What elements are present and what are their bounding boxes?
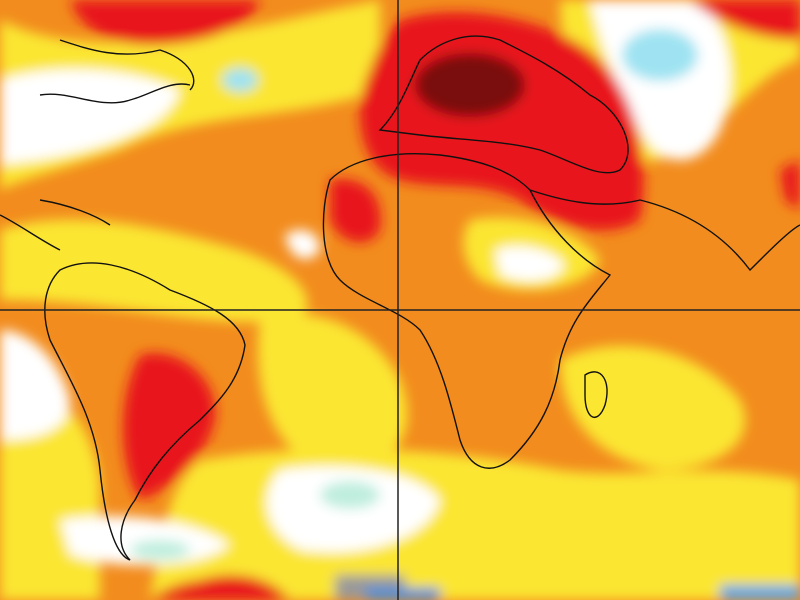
cool-zone [130,540,190,560]
coastline [322,153,612,469]
coastline [529,189,800,272]
cool-zone [222,68,258,92]
cold-zone [365,588,440,600]
cold-zone [720,585,800,600]
warm-zone [258,314,408,470]
hot-zone [70,0,260,45]
hot-zone [150,575,290,600]
coastline [44,262,246,561]
coastline [584,371,608,418]
hot-zone [123,353,216,500]
neutral-zone [266,466,440,553]
neutral-zone [495,245,565,282]
neutral-zone [285,230,320,259]
warm-zone [0,219,308,323]
cool-zone [320,481,380,509]
neutral-zone [0,69,180,165]
coastline [0,199,111,251]
coastline [378,35,629,174]
warm-zone [560,345,746,470]
hot-zone [330,179,381,243]
hot-zone [690,0,800,40]
neutral-zone [0,330,70,440]
extreme-zone [415,53,525,117]
coastlines [0,35,800,561]
coastline [39,39,195,104]
hot-zone [780,160,800,210]
cool-zone [622,29,698,81]
